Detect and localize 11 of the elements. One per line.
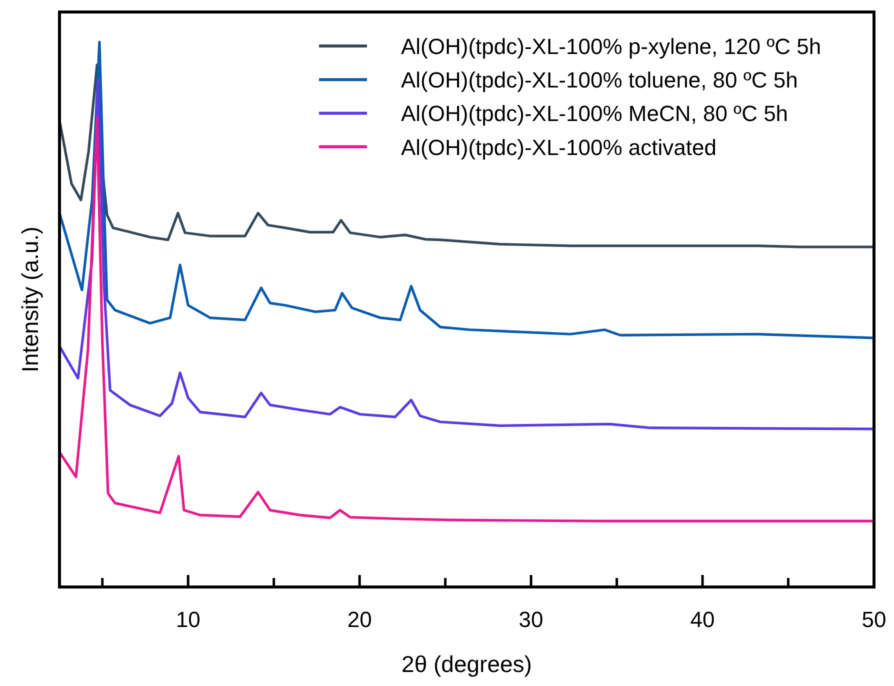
x-tick-label: 10 xyxy=(176,607,200,632)
legend-label: Al(OH)(tpdc)-XL-100% MeCN, 80 ºC 5h xyxy=(401,101,788,126)
legend-label: Al(OH)(tpdc)-XL-100% p-xylene, 120 ºC 5h xyxy=(401,34,822,59)
y-axis-title: Intensity (a.u.) xyxy=(17,226,43,372)
x-tick-label: 40 xyxy=(690,607,715,632)
legend-label: Al(OH)(tpdc)-XL-100% activated xyxy=(401,134,716,160)
x-tick-label: 20 xyxy=(347,607,372,632)
x-tick-label: 50 xyxy=(862,607,886,632)
x-axis-title: 2θ (degrees) xyxy=(402,651,532,677)
x-tick-label: 30 xyxy=(518,607,544,632)
legend-label: Al(OH)(tpdc)-XL-100% toluene, 80 ºC 5h xyxy=(401,68,798,93)
